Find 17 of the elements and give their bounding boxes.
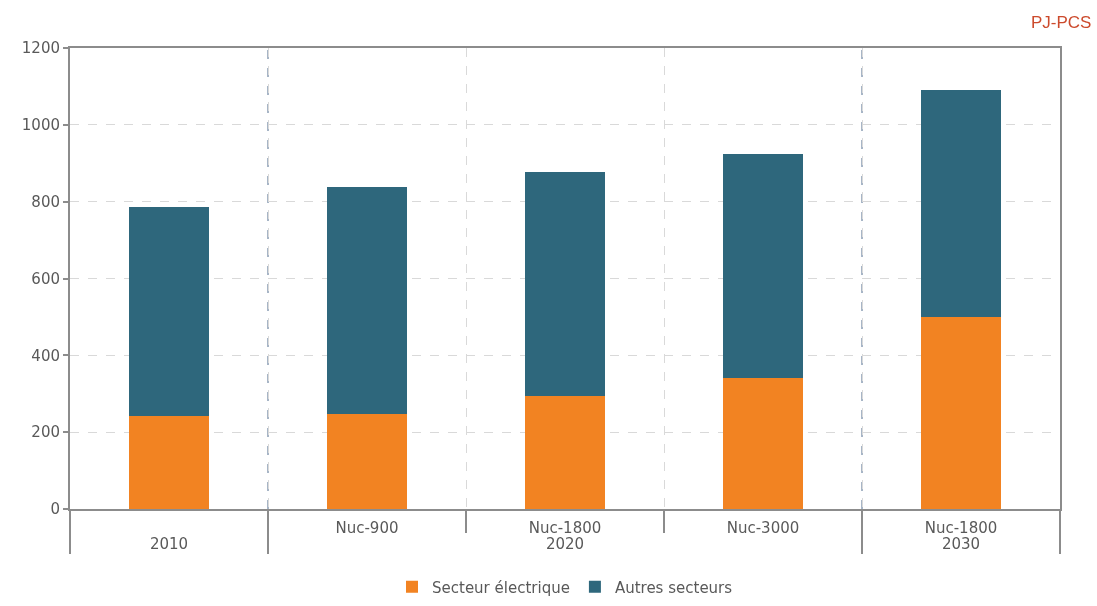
legend-label: Secteur électrique (432, 578, 570, 597)
text: 2020 (545, 535, 585, 553)
y-tick-label: 1200 (21, 39, 60, 58)
text: 2010 (149, 535, 189, 553)
x-tick-label: Nuc-1800 (924, 519, 998, 537)
y-tick-label: 200 (31, 423, 60, 442)
text: 2030 (941, 535, 981, 553)
legend-label: Autres secteurs (614, 578, 733, 597)
y-tick-label: 800 (31, 192, 60, 211)
y-tick-label: 0 (50, 500, 60, 519)
x-tick-label: Nuc-900 (335, 519, 399, 537)
x-tick-label: Nuc-1800 (528, 519, 602, 537)
y-tick-label: 400 (31, 346, 60, 365)
x-tick-label: Nuc-3000 (726, 519, 800, 537)
y-tick-label: 600 (31, 269, 60, 288)
y-tick-label: 1000 (21, 116, 60, 135)
y-axis-title: PJ-PCS (1031, 13, 1092, 32)
